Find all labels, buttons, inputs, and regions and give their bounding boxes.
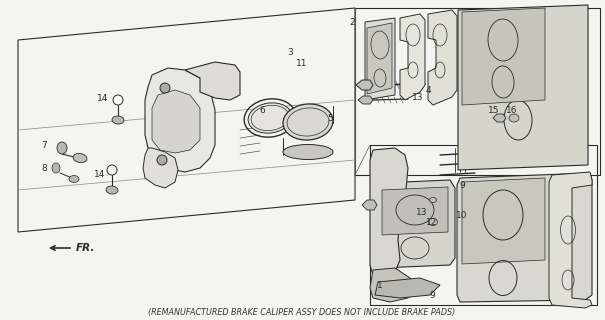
Circle shape	[157, 155, 167, 165]
Text: 11: 11	[296, 59, 308, 68]
Polygon shape	[428, 10, 457, 105]
Text: 5: 5	[327, 114, 333, 123]
Polygon shape	[462, 178, 545, 264]
Text: 3: 3	[287, 47, 293, 57]
Polygon shape	[143, 148, 178, 188]
Ellipse shape	[73, 153, 87, 163]
Text: (REMANUFACTURED BRAKE CALIPER ASSY DOES NOT INCLUDE BRAKE PADS): (REMANUFACTURED BRAKE CALIPER ASSY DOES …	[148, 308, 456, 316]
Polygon shape	[400, 14, 425, 100]
Text: 2: 2	[349, 18, 355, 27]
Polygon shape	[493, 114, 506, 122]
Text: 8: 8	[41, 164, 47, 172]
Text: 10: 10	[456, 211, 468, 220]
Ellipse shape	[283, 104, 333, 140]
Ellipse shape	[112, 116, 124, 124]
Text: 14: 14	[97, 93, 109, 102]
Text: FR.: FR.	[76, 243, 96, 253]
Polygon shape	[152, 90, 200, 153]
Polygon shape	[365, 18, 395, 100]
Polygon shape	[457, 173, 592, 302]
Text: 15: 15	[488, 106, 500, 115]
Polygon shape	[185, 62, 240, 100]
Polygon shape	[370, 268, 415, 302]
Ellipse shape	[509, 114, 519, 122]
Ellipse shape	[57, 142, 67, 154]
Text: 4: 4	[425, 85, 431, 94]
Text: 16: 16	[506, 106, 518, 115]
Text: 6: 6	[259, 106, 265, 115]
Ellipse shape	[69, 175, 79, 182]
Polygon shape	[375, 278, 440, 298]
Text: 13: 13	[412, 92, 424, 101]
Ellipse shape	[248, 103, 292, 133]
Polygon shape	[382, 187, 448, 235]
Polygon shape	[367, 23, 392, 94]
Ellipse shape	[106, 186, 118, 194]
Text: 12: 12	[427, 218, 437, 227]
Polygon shape	[462, 8, 545, 105]
Polygon shape	[375, 180, 455, 268]
Polygon shape	[356, 80, 373, 90]
Ellipse shape	[428, 219, 437, 226]
Text: 1: 1	[377, 281, 383, 290]
Polygon shape	[549, 172, 592, 308]
Text: 9: 9	[459, 180, 465, 189]
Polygon shape	[458, 5, 588, 170]
Polygon shape	[362, 200, 377, 210]
Ellipse shape	[52, 163, 60, 173]
Text: 13: 13	[416, 207, 428, 217]
Polygon shape	[370, 148, 408, 278]
Ellipse shape	[430, 197, 436, 203]
Text: 7: 7	[41, 140, 47, 149]
Text: 9: 9	[429, 291, 435, 300]
Polygon shape	[145, 68, 215, 172]
Polygon shape	[358, 96, 373, 104]
Text: 14: 14	[94, 170, 106, 179]
Ellipse shape	[283, 145, 333, 159]
Circle shape	[160, 83, 170, 93]
